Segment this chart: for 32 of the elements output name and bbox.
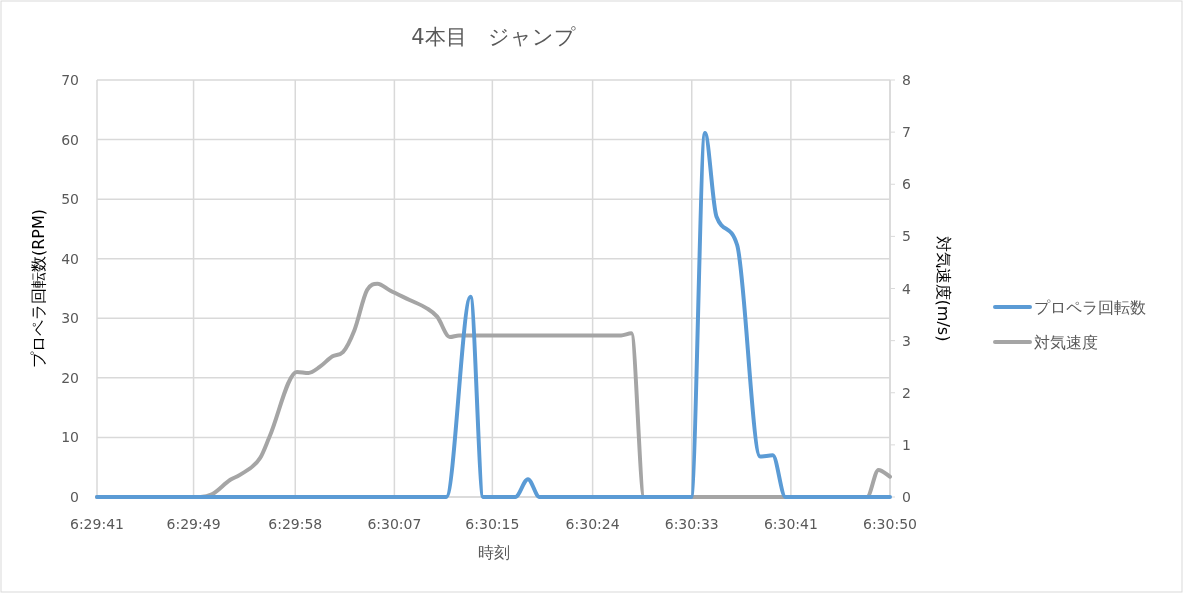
y-tick-label: 10 xyxy=(61,429,79,446)
y-tick-label: 60 xyxy=(61,131,79,148)
x-tick-label: 6:30:15 xyxy=(465,516,520,532)
legend-label: 対気速度 xyxy=(1034,333,1098,352)
x-tick-label: 6:30:24 xyxy=(565,516,620,532)
y2-tick-label: 8 xyxy=(902,72,911,88)
x-tick-label: 6:29:58 xyxy=(268,516,323,532)
y2-tick-label: 4 xyxy=(902,280,911,297)
y-tick-label: 0 xyxy=(70,489,79,505)
y-tick-label: 20 xyxy=(61,369,79,386)
y2-tick-label: 0 xyxy=(902,489,911,505)
y-tick-label: 40 xyxy=(61,250,79,267)
x-tick-label: 6:30:33 xyxy=(664,516,719,532)
x-tick-label: 6:29:41 xyxy=(70,516,124,532)
y-tick-label: 30 xyxy=(61,310,79,327)
legend-label: プロペラ回転数 xyxy=(1034,298,1146,317)
x-tick-label: 6:30:50 xyxy=(863,516,917,532)
y2-tick-label: 2 xyxy=(902,384,911,401)
y2-tick-label: 3 xyxy=(902,332,911,349)
x-axis-title: 時刻 xyxy=(477,543,510,562)
x-tick-label: 6:30:07 xyxy=(367,516,422,532)
chart-title: 4本目 ジャンプ xyxy=(411,25,576,49)
x-tick-label: 6:30:41 xyxy=(763,516,818,532)
y2-tick-label: 6 xyxy=(902,176,911,193)
y-tick-label: 70 xyxy=(61,72,79,88)
y2-axis-title: 対気速度(m/s) xyxy=(934,235,953,342)
y-axis-title: プロペラ回転数(RPM) xyxy=(29,208,48,369)
y2-tick-label: 1 xyxy=(902,436,911,453)
x-tick-label: 6:29:49 xyxy=(166,516,221,532)
y2-tick-label: 7 xyxy=(902,124,911,141)
y2-tick-label: 5 xyxy=(902,228,911,245)
y-tick-label: 50 xyxy=(61,191,79,208)
